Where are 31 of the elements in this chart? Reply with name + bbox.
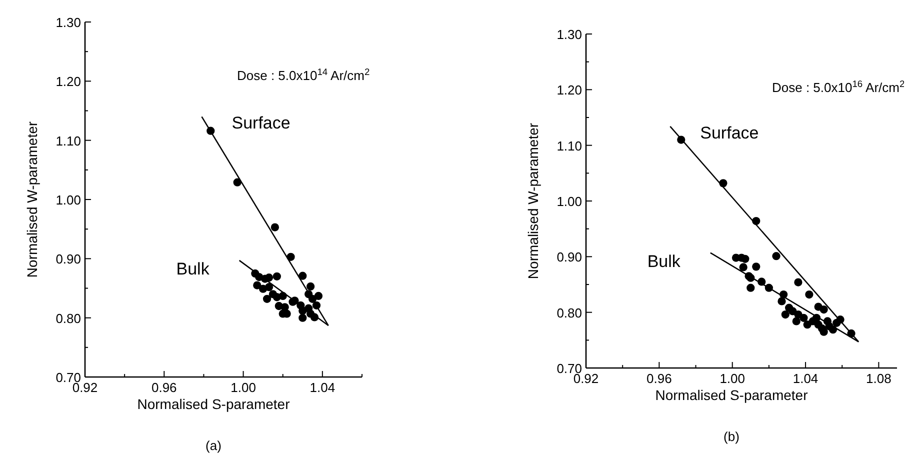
x-tick-label: 1.08 xyxy=(866,371,892,386)
y-tick-label: 1.20 xyxy=(56,74,81,90)
text: (a) xyxy=(206,438,222,453)
y-tick-label: 0.90 xyxy=(56,252,81,267)
x-tick-label: 0.96 xyxy=(646,371,672,386)
annotation: Dose : 5.0x10$^{16}$ Ar/cm$^{2}$ xyxy=(772,79,905,95)
series-label: Surface xyxy=(700,123,759,142)
series-label: Bulk xyxy=(176,259,210,278)
annotation: Dose : 5.0x10$^{14}$ Ar/cm$^{2}$ xyxy=(237,67,370,83)
y-tick-label: 1.00 xyxy=(556,194,582,209)
x-tick-label: 1.00 xyxy=(230,380,256,395)
x-tick-label: 1.04 xyxy=(310,380,336,395)
y-tick-label: 1.10 xyxy=(556,138,582,154)
x-tick-label: 1.04 xyxy=(792,371,818,386)
y-tick-label: 1.00 xyxy=(56,192,81,208)
x-tick-label: 1.00 xyxy=(720,371,746,386)
y-tick-label: 1.30 xyxy=(56,15,81,30)
y-tick-label: 1.10 xyxy=(56,133,81,148)
y-axis-title: Normalised W-parameter xyxy=(525,122,541,280)
y-tick-label: 1.20 xyxy=(556,82,582,98)
x-axis-title: Normalised S-parameter xyxy=(137,396,290,412)
y-tick-label: 1.30 xyxy=(556,27,582,42)
y-axis-title: Normalised W-parameter xyxy=(24,121,40,278)
y-tick-label: 0.80 xyxy=(556,305,582,320)
x-tick-label: 0.96 xyxy=(151,380,177,395)
y-tick-label: 0.80 xyxy=(56,310,81,326)
series-label: Bulk xyxy=(647,252,681,271)
x-axis-title: Normalised S-parameter xyxy=(655,387,808,403)
series-label: Surface xyxy=(232,114,290,133)
text: (b) xyxy=(724,429,740,444)
y-tick-label: 0.90 xyxy=(556,250,582,265)
